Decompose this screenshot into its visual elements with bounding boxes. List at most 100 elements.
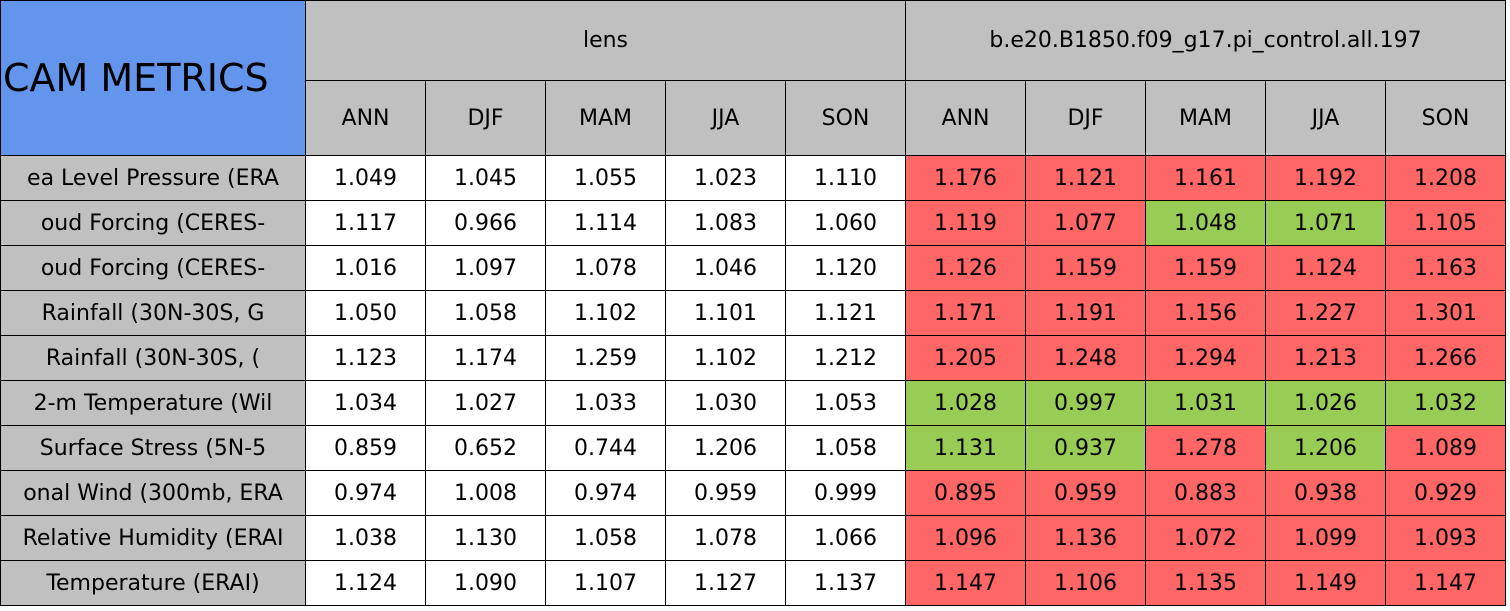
value-cell: 1.066 <box>785 515 906 561</box>
group-header: lens <box>305 0 906 81</box>
value-cell: 1.008 <box>425 470 546 516</box>
value-cell: 0.895 <box>905 470 1026 516</box>
value-cell: 1.072 <box>1145 515 1266 561</box>
value-cell: 1.191 <box>1025 290 1146 336</box>
value-cell: 1.266 <box>1385 335 1506 381</box>
value-cell: 1.212 <box>785 335 906 381</box>
value-cell: 0.938 <box>1265 470 1386 516</box>
value-cell: 1.049 <box>305 155 426 201</box>
value-cell: 1.101 <box>665 290 786 336</box>
value-cell: 0.997 <box>1025 380 1146 426</box>
value-cell: 1.058 <box>785 425 906 471</box>
value-cell: 1.027 <box>425 380 546 426</box>
value-cell: 0.929 <box>1385 470 1506 516</box>
value-cell: 1.130 <box>425 515 546 561</box>
value-cell: 1.121 <box>1025 155 1146 201</box>
value-cell: 1.055 <box>545 155 666 201</box>
value-cell: 1.213 <box>1265 335 1386 381</box>
value-cell: 1.033 <box>545 380 666 426</box>
value-cell: 0.937 <box>1025 425 1146 471</box>
value-cell: 1.028 <box>905 380 1026 426</box>
value-cell: 1.090 <box>425 560 546 606</box>
row-label: oud Forcing (CERES- <box>0 245 306 291</box>
column-header: ANN <box>305 80 426 156</box>
value-cell: 1.102 <box>545 290 666 336</box>
value-cell: 0.959 <box>1025 470 1146 516</box>
value-cell: 1.294 <box>1145 335 1266 381</box>
value-cell: 1.137 <box>785 560 906 606</box>
value-cell: 1.045 <box>425 155 546 201</box>
column-header: DJF <box>1025 80 1146 156</box>
value-cell: 0.883 <box>1145 470 1266 516</box>
value-cell: 1.105 <box>1385 200 1506 246</box>
value-cell: 1.107 <box>545 560 666 606</box>
value-cell: 1.147 <box>905 560 1026 606</box>
value-cell: 1.034 <box>305 380 426 426</box>
value-cell: 1.176 <box>905 155 1026 201</box>
value-cell: 1.060 <box>785 200 906 246</box>
row-label: Relative Humidity (ERAI <box>0 515 306 561</box>
value-cell: 1.096 <box>905 515 1026 561</box>
value-cell: 1.301 <box>1385 290 1506 336</box>
value-cell: 1.127 <box>665 560 786 606</box>
value-cell: 0.859 <box>305 425 426 471</box>
value-cell: 1.099 <box>1265 515 1386 561</box>
value-cell: 1.206 <box>1265 425 1386 471</box>
value-cell: 0.966 <box>425 200 546 246</box>
value-cell: 1.058 <box>425 290 546 336</box>
value-cell: 1.259 <box>545 335 666 381</box>
value-cell: 1.077 <box>1025 200 1146 246</box>
value-cell: 1.048 <box>1145 200 1266 246</box>
column-header: JJA <box>665 80 786 156</box>
value-cell: 1.117 <box>305 200 426 246</box>
value-cell: 1.136 <box>1025 515 1146 561</box>
value-cell: 1.278 <box>1145 425 1266 471</box>
value-cell: 1.023 <box>665 155 786 201</box>
column-header: MAM <box>545 80 666 156</box>
value-cell: 1.097 <box>425 245 546 291</box>
value-cell: 1.071 <box>1265 200 1386 246</box>
value-cell: 0.652 <box>425 425 546 471</box>
row-label: Surface Stress (5N-5 <box>0 425 306 471</box>
value-cell: 1.227 <box>1265 290 1386 336</box>
value-cell: 1.124 <box>1265 245 1386 291</box>
column-header: JJA <box>1265 80 1386 156</box>
row-label: ea Level Pressure (ERA <box>0 155 306 201</box>
value-cell: 1.030 <box>665 380 786 426</box>
value-cell: 1.016 <box>305 245 426 291</box>
value-cell: 1.205 <box>905 335 1026 381</box>
value-cell: 1.038 <box>305 515 426 561</box>
value-cell: 1.120 <box>785 245 906 291</box>
column-header: DJF <box>425 80 546 156</box>
value-cell: 1.078 <box>665 515 786 561</box>
value-cell: 1.121 <box>785 290 906 336</box>
value-cell: 1.174 <box>425 335 546 381</box>
value-cell: 1.248 <box>1025 335 1146 381</box>
value-cell: 0.744 <box>545 425 666 471</box>
value-cell: 1.208 <box>1385 155 1506 201</box>
value-cell: 0.999 <box>785 470 906 516</box>
value-cell: 1.114 <box>545 200 666 246</box>
value-cell: 1.050 <box>305 290 426 336</box>
value-cell: 1.083 <box>665 200 786 246</box>
value-cell: 1.032 <box>1385 380 1506 426</box>
column-header: MAM <box>1145 80 1266 156</box>
value-cell: 1.126 <box>905 245 1026 291</box>
value-cell: 1.149 <box>1265 560 1386 606</box>
row-label: Temperature (ERAI) <box>0 560 306 606</box>
value-cell: 1.106 <box>1025 560 1146 606</box>
value-cell: 1.147 <box>1385 560 1506 606</box>
value-cell: 0.959 <box>665 470 786 516</box>
group-header: b.e20.B1850.f09_g17.pi_control.all.197 <box>905 0 1506 81</box>
value-cell: 0.974 <box>545 470 666 516</box>
value-cell: 1.053 <box>785 380 906 426</box>
value-cell: 1.026 <box>1265 380 1386 426</box>
column-header: SON <box>1385 80 1506 156</box>
row-label: oud Forcing (CERES- <box>0 200 306 246</box>
value-cell: 1.078 <box>545 245 666 291</box>
value-cell: 1.163 <box>1385 245 1506 291</box>
value-cell: 1.058 <box>545 515 666 561</box>
value-cell: 1.089 <box>1385 425 1506 471</box>
value-cell: 1.192 <box>1265 155 1386 201</box>
